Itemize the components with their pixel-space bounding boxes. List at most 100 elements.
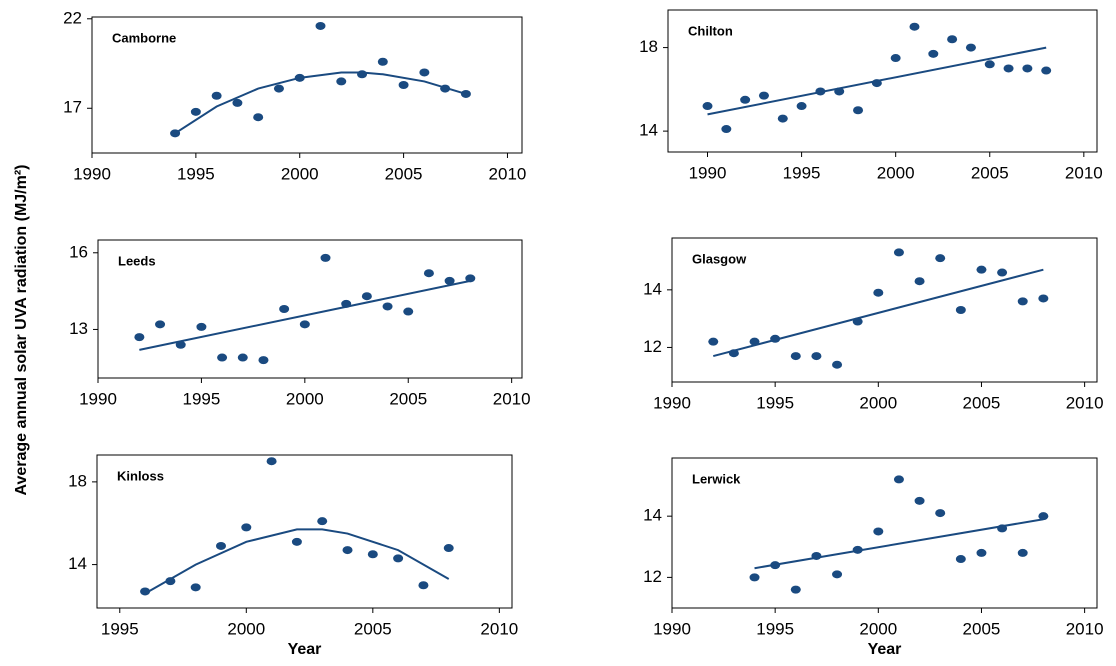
- panel-title: Camborne: [112, 30, 176, 45]
- data-point: [215, 541, 226, 550]
- panel-title: Glasgow: [692, 251, 747, 266]
- data-point: [965, 43, 976, 52]
- x-tick-label: 2000: [877, 163, 915, 182]
- data-point: [241, 523, 252, 532]
- data-point: [1038, 512, 1049, 521]
- data-point: [291, 537, 302, 546]
- data-point: [947, 35, 958, 44]
- data-point: [1017, 548, 1028, 557]
- panel-title: Leeds: [118, 253, 156, 268]
- y-tick-label: 12: [643, 337, 662, 356]
- data-point: [811, 551, 822, 560]
- plot-frame: [667, 9, 1098, 153]
- data-point: [955, 306, 966, 314]
- data-point: [749, 573, 760, 582]
- data-point: [342, 546, 353, 555]
- y-tick-label: 12: [643, 567, 662, 586]
- data-point: [832, 570, 843, 579]
- data-point: [914, 277, 925, 286]
- plot-frame: [671, 457, 1098, 609]
- data-point: [232, 98, 243, 107]
- x-tick-label: 1990: [689, 163, 727, 182]
- data-point: [815, 87, 826, 96]
- data-point: [165, 577, 176, 586]
- data-point: [997, 268, 1008, 277]
- y-tick-label: 18: [639, 37, 658, 56]
- data-point: [367, 550, 378, 559]
- plot-frame: [96, 454, 513, 609]
- data-point: [393, 554, 404, 563]
- trend-line: [174, 71, 467, 135]
- y-tick-label: 13: [69, 319, 88, 338]
- data-point: [423, 269, 434, 278]
- x-tick-label: 2005: [385, 164, 423, 183]
- trend-line: [144, 528, 450, 595]
- data-point: [893, 248, 904, 257]
- y-tick-label: 14: [643, 506, 662, 525]
- x-tick-label: 2000: [286, 389, 324, 408]
- data-point: [465, 274, 476, 283]
- data-point: [935, 509, 946, 518]
- data-point: [708, 337, 719, 346]
- plot-frame: [97, 239, 523, 379]
- data-point: [1038, 294, 1049, 303]
- x-tick-label: 2010: [1065, 163, 1103, 182]
- data-point: [377, 57, 388, 66]
- data-point: [770, 561, 781, 570]
- data-point: [928, 49, 939, 58]
- data-point: [852, 317, 863, 326]
- data-point: [955, 555, 966, 564]
- data-point: [811, 352, 822, 361]
- data-point: [871, 79, 882, 88]
- data-point: [832, 360, 843, 369]
- data-point: [873, 527, 884, 536]
- trend-line: [713, 268, 1044, 358]
- panel-title: Chilton: [688, 23, 733, 38]
- data-point: [357, 70, 368, 79]
- y-tick-label: 17: [63, 98, 82, 117]
- x-tick-label: 2005: [971, 163, 1009, 182]
- data-point: [460, 89, 471, 98]
- data-point: [336, 77, 347, 86]
- y-tick-label: 14: [68, 554, 87, 573]
- data-point: [175, 340, 186, 349]
- data-point: [1041, 66, 1052, 75]
- data-point: [294, 73, 305, 82]
- data-point: [440, 84, 451, 93]
- data-point: [1022, 64, 1033, 73]
- data-point: [1017, 297, 1028, 306]
- data-point: [134, 333, 145, 342]
- data-point: [728, 349, 739, 358]
- data-point: [140, 587, 151, 596]
- trend-line: [139, 279, 471, 351]
- data-point: [852, 545, 863, 554]
- data-point: [749, 337, 760, 346]
- data-point: [721, 125, 732, 134]
- data-point: [190, 107, 201, 116]
- trend-line: [754, 518, 1044, 570]
- x-tick-label: 1995: [101, 619, 139, 638]
- x-tick-label: 1990: [73, 164, 111, 183]
- x-axis-label: Year: [288, 641, 322, 658]
- data-point: [997, 524, 1008, 533]
- plot-frame: [671, 237, 1098, 383]
- data-point: [444, 276, 455, 285]
- x-tick-label: 2010: [480, 619, 518, 638]
- data-point: [914, 496, 925, 505]
- data-point: [890, 54, 901, 63]
- data-point: [935, 254, 946, 263]
- data-point: [170, 129, 181, 138]
- data-point: [258, 356, 269, 365]
- x-tick-label: 2000: [859, 393, 897, 412]
- x-tick-label: 1995: [177, 164, 215, 183]
- data-point: [443, 544, 454, 553]
- data-point: [361, 292, 372, 301]
- data-point: [279, 305, 290, 313]
- y-tick-label: 16: [69, 242, 88, 261]
- y-tick-label: 18: [68, 471, 87, 490]
- data-point: [190, 583, 201, 592]
- x-tick-label: 2010: [489, 164, 527, 183]
- data-point: [834, 87, 845, 96]
- data-point: [853, 106, 864, 115]
